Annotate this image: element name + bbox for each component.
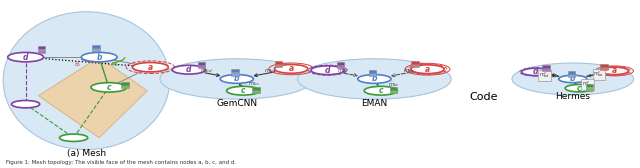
- Text: $m_{bd}$: $m_{bd}$: [200, 67, 213, 75]
- Text: Hermes: Hermes: [556, 92, 590, 101]
- FancyBboxPatch shape: [369, 73, 376, 76]
- Circle shape: [8, 52, 44, 62]
- Circle shape: [91, 83, 127, 92]
- FancyBboxPatch shape: [92, 48, 100, 51]
- FancyBboxPatch shape: [275, 61, 282, 64]
- FancyBboxPatch shape: [390, 87, 397, 90]
- Text: a: a: [425, 65, 430, 74]
- FancyBboxPatch shape: [542, 65, 550, 68]
- Circle shape: [81, 52, 117, 62]
- Text: $m_{bd}^c$: $m_{bd}^c$: [539, 71, 550, 80]
- Circle shape: [522, 68, 550, 76]
- Text: $\tilde{m}_{bd}$: $\tilde{m}_{bd}$: [337, 66, 349, 75]
- Text: $\theta_a$: $\theta_a$: [112, 60, 120, 69]
- Circle shape: [600, 67, 628, 75]
- Circle shape: [132, 62, 168, 72]
- Text: (a) Mesh: (a) Mesh: [67, 149, 106, 158]
- Text: b: b: [372, 74, 377, 83]
- Circle shape: [358, 75, 391, 83]
- Text: $\theta_c$: $\theta_c$: [74, 60, 82, 69]
- FancyBboxPatch shape: [38, 46, 45, 49]
- Circle shape: [512, 63, 634, 95]
- FancyBboxPatch shape: [198, 65, 205, 68]
- FancyBboxPatch shape: [337, 65, 344, 68]
- Text: a: a: [612, 66, 617, 75]
- Ellipse shape: [3, 12, 170, 150]
- FancyBboxPatch shape: [231, 69, 239, 72]
- Circle shape: [12, 100, 40, 108]
- Text: $m_{ba}^c$: $m_{ba}^c$: [593, 69, 604, 79]
- FancyBboxPatch shape: [121, 85, 129, 88]
- Circle shape: [172, 65, 205, 74]
- Circle shape: [60, 134, 88, 141]
- FancyBboxPatch shape: [568, 74, 575, 77]
- Text: b: b: [570, 74, 575, 83]
- FancyBboxPatch shape: [600, 67, 608, 70]
- Circle shape: [565, 85, 593, 92]
- FancyBboxPatch shape: [231, 73, 239, 76]
- FancyBboxPatch shape: [390, 90, 397, 93]
- FancyBboxPatch shape: [568, 71, 575, 74]
- FancyBboxPatch shape: [542, 68, 550, 71]
- FancyBboxPatch shape: [411, 61, 419, 64]
- Text: $m_{ba}$: $m_{ba}$: [264, 67, 276, 75]
- Text: d: d: [186, 65, 191, 74]
- Text: d: d: [325, 66, 330, 75]
- Text: b: b: [234, 74, 239, 83]
- FancyBboxPatch shape: [252, 90, 260, 93]
- Text: Figure 1: Mesh topology: The visible face of the mesh contains nodes a, b, c, an: Figure 1: Mesh topology: The visible fac…: [6, 160, 237, 165]
- Text: d: d: [23, 53, 28, 62]
- Circle shape: [160, 59, 314, 99]
- Circle shape: [298, 59, 451, 99]
- FancyBboxPatch shape: [411, 64, 419, 67]
- Text: c: c: [577, 84, 582, 93]
- FancyBboxPatch shape: [600, 64, 608, 67]
- Text: a: a: [148, 63, 153, 72]
- Text: $\tilde{m}_{bc}$: $\tilde{m}_{bc}$: [388, 80, 399, 89]
- Text: a: a: [289, 64, 294, 73]
- Circle shape: [559, 75, 587, 83]
- Circle shape: [411, 65, 444, 74]
- FancyBboxPatch shape: [586, 84, 593, 87]
- Text: b: b: [97, 53, 102, 62]
- Text: d: d: [533, 67, 538, 76]
- FancyBboxPatch shape: [121, 82, 129, 85]
- Circle shape: [220, 75, 253, 83]
- FancyBboxPatch shape: [252, 87, 260, 90]
- Circle shape: [364, 86, 397, 95]
- FancyBboxPatch shape: [92, 45, 100, 48]
- Circle shape: [227, 86, 260, 95]
- FancyBboxPatch shape: [275, 64, 282, 67]
- FancyBboxPatch shape: [38, 50, 45, 53]
- FancyBboxPatch shape: [337, 62, 344, 65]
- Text: c: c: [378, 86, 383, 95]
- Text: Code: Code: [469, 92, 497, 102]
- Text: c: c: [106, 83, 111, 92]
- Polygon shape: [38, 57, 147, 138]
- Circle shape: [275, 65, 308, 73]
- FancyBboxPatch shape: [586, 88, 593, 91]
- FancyBboxPatch shape: [369, 70, 376, 73]
- Text: c: c: [241, 86, 246, 95]
- Text: GemCNN: GemCNN: [216, 98, 257, 108]
- Text: EMAN: EMAN: [361, 98, 388, 108]
- Text: $\tilde{m}_{ba}$: $\tilde{m}_{ba}$: [403, 66, 415, 75]
- Text: $m_{bc}$: $m_{bc}$: [248, 80, 261, 88]
- Text: $m_{bc}^c$: $m_{bc}^c$: [582, 80, 593, 89]
- FancyBboxPatch shape: [198, 61, 205, 65]
- Circle shape: [311, 66, 344, 75]
